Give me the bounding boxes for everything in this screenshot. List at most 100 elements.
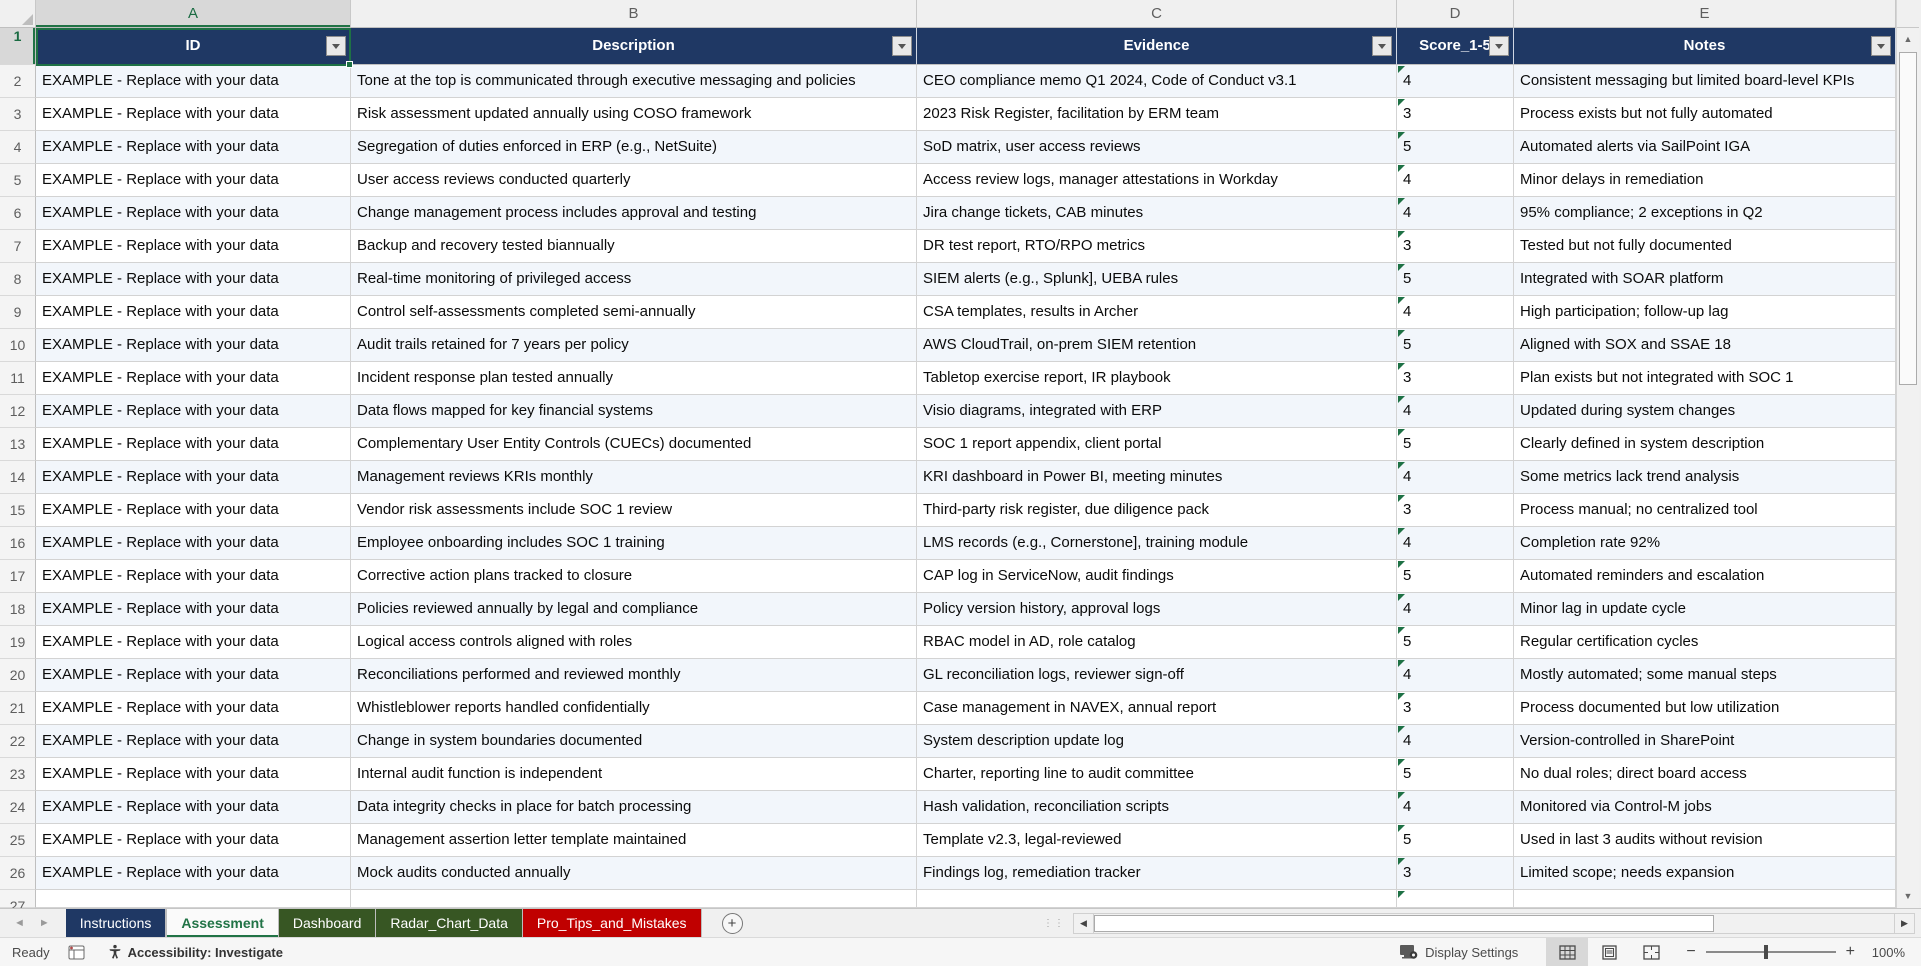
id-cell[interactable]: EXAMPLE - Replace with your data: [36, 560, 351, 593]
evidence-cell[interactable]: Policy version history, approval logs: [917, 593, 1397, 626]
row-header-2[interactable]: 2: [0, 65, 36, 98]
notes-cell[interactable]: Consistent messaging but limited board-l…: [1514, 65, 1896, 98]
evidence-cell[interactable]: KRI dashboard in Power BI, meeting minut…: [917, 461, 1397, 494]
clipped-cell[interactable]: [36, 890, 351, 908]
notes-cell[interactable]: High participation; follow-up lag: [1514, 296, 1896, 329]
score-cell[interactable]: 5: [1397, 824, 1514, 857]
add-sheet-button[interactable]: +: [721, 912, 743, 934]
id-cell[interactable]: EXAMPLE - Replace with your data: [36, 758, 351, 791]
score-cell[interactable]: 3: [1397, 692, 1514, 725]
description-cell[interactable]: Vendor risk assessments include SOC 1 re…: [351, 494, 917, 527]
row-header-12[interactable]: 12: [0, 395, 36, 428]
evidence-cell[interactable]: Jira change tickets, CAB minutes: [917, 197, 1397, 230]
row-header-9[interactable]: 9: [0, 296, 36, 329]
notes-cell[interactable]: Clearly defined in system description: [1514, 428, 1896, 461]
score-cell[interactable]: 3: [1397, 362, 1514, 395]
vertical-scrollbar-thumb[interactable]: [1899, 52, 1917, 385]
notes-cell[interactable]: Regular certification cycles: [1514, 626, 1896, 659]
evidence-cell[interactable]: CSA templates, results in Archer: [917, 296, 1397, 329]
description-cell[interactable]: Complementary User Entity Controls (CUEC…: [351, 428, 917, 461]
evidence-cell[interactable]: Access review logs, manager attestations…: [917, 164, 1397, 197]
row-header-10[interactable]: 10: [0, 329, 36, 362]
filter-dropdown-button[interactable]: [1871, 36, 1891, 56]
clipped-cell[interactable]: [351, 890, 917, 908]
id-cell[interactable]: EXAMPLE - Replace with your data: [36, 395, 351, 428]
sheet-tab-radar_chart_data[interactable]: Radar_Chart_Data: [376, 909, 523, 937]
row-header-3[interactable]: 3: [0, 98, 36, 131]
table-header-cell[interactable]: ID: [36, 28, 351, 65]
evidence-cell[interactable]: LMS records (e.g., Cornerstone], trainin…: [917, 527, 1397, 560]
evidence-cell[interactable]: AWS CloudTrail, on-prem SIEM retention: [917, 329, 1397, 362]
scroll-left-button[interactable]: ◀: [1073, 912, 1094, 934]
description-cell[interactable]: Management reviews KRIs monthly: [351, 461, 917, 494]
id-cell[interactable]: EXAMPLE - Replace with your data: [36, 725, 351, 758]
column-header-B[interactable]: B: [351, 0, 917, 27]
column-header-E[interactable]: E: [1514, 0, 1896, 27]
id-cell[interactable]: EXAMPLE - Replace with your data: [36, 362, 351, 395]
row-header-22[interactable]: 22: [0, 725, 36, 758]
macro-record-icon[interactable]: [68, 945, 85, 960]
row-header-1[interactable]: 1: [0, 28, 36, 65]
id-cell[interactable]: EXAMPLE - Replace with your data: [36, 659, 351, 692]
filter-dropdown-button[interactable]: [892, 36, 912, 56]
score-cell[interactable]: 3: [1397, 494, 1514, 527]
column-header-C[interactable]: C: [917, 0, 1397, 27]
notes-cell[interactable]: Minor delays in remediation: [1514, 164, 1896, 197]
score-cell[interactable]: 5: [1397, 131, 1514, 164]
notes-cell[interactable]: No dual roles; direct board access: [1514, 758, 1896, 791]
notes-cell[interactable]: Completion rate 92%: [1514, 527, 1896, 560]
row-header-8[interactable]: 8: [0, 263, 36, 296]
score-cell[interactable]: 4: [1397, 65, 1514, 98]
sheet-tab-pro_tips_and_mistakes[interactable]: Pro_Tips_and_Mistakes: [522, 909, 702, 937]
id-cell[interactable]: EXAMPLE - Replace with your data: [36, 494, 351, 527]
evidence-cell[interactable]: RBAC model in AD, role catalog: [917, 626, 1397, 659]
evidence-cell[interactable]: SoD matrix, user access reviews: [917, 131, 1397, 164]
score-cell[interactable]: 4: [1397, 164, 1514, 197]
evidence-cell[interactable]: Visio diagrams, integrated with ERP: [917, 395, 1397, 428]
notes-cell[interactable]: Updated during system changes: [1514, 395, 1896, 428]
row-header-6[interactable]: 6: [0, 197, 36, 230]
score-cell[interactable]: 5: [1397, 626, 1514, 659]
row-header-23[interactable]: 23: [0, 758, 36, 791]
normal-view-button[interactable]: [1546, 937, 1589, 966]
zoom-in-button[interactable]: +: [1845, 943, 1855, 960]
description-cell[interactable]: Reconciliations performed and reviewed m…: [351, 659, 917, 692]
score-cell[interactable]: 4: [1397, 725, 1514, 758]
notes-cell[interactable]: Automated reminders and escalation: [1514, 560, 1896, 593]
row-header-27[interactable]: 27: [0, 890, 36, 908]
score-cell[interactable]: 4: [1397, 527, 1514, 560]
description-cell[interactable]: Change management process includes appro…: [351, 197, 917, 230]
description-cell[interactable]: User access reviews conducted quarterly: [351, 164, 917, 197]
description-cell[interactable]: Data flows mapped for key financial syst…: [351, 395, 917, 428]
notes-cell[interactable]: Process exists but not fully automated: [1514, 98, 1896, 131]
description-cell[interactable]: Backup and recovery tested biannually: [351, 230, 917, 263]
id-cell[interactable]: EXAMPLE - Replace with your data: [36, 857, 351, 890]
evidence-cell[interactable]: Findings log, remediation tracker: [917, 857, 1397, 890]
evidence-cell[interactable]: DR test report, RTO/RPO metrics: [917, 230, 1397, 263]
row-header-4[interactable]: 4: [0, 131, 36, 164]
notes-cell[interactable]: Integrated with SOAR platform: [1514, 263, 1896, 296]
description-cell[interactable]: Incident response plan tested annually: [351, 362, 917, 395]
row-header-16[interactable]: 16: [0, 527, 36, 560]
sheet-nav-right-icon[interactable]: ►: [38, 917, 50, 929]
page-break-preview-button[interactable]: [1630, 938, 1672, 966]
description-cell[interactable]: Whistleblower reports handled confidenti…: [351, 692, 917, 725]
description-cell[interactable]: Change in system boundaries documented: [351, 725, 917, 758]
row-header-13[interactable]: 13: [0, 428, 36, 461]
sheet-tab-dashboard[interactable]: Dashboard: [278, 909, 377, 937]
evidence-cell[interactable]: Third-party risk register, due diligence…: [917, 494, 1397, 527]
evidence-cell[interactable]: GL reconciliation logs, reviewer sign-of…: [917, 659, 1397, 692]
description-cell[interactable]: Risk assessment updated annually using C…: [351, 98, 917, 131]
horizontal-scrollbar-thumb[interactable]: [1094, 914, 1714, 932]
table-header-cell[interactable]: Notes: [1514, 28, 1896, 65]
id-cell[interactable]: EXAMPLE - Replace with your data: [36, 98, 351, 131]
clipped-cell[interactable]: [917, 890, 1397, 908]
score-cell[interactable]: 4: [1397, 296, 1514, 329]
description-cell[interactable]: Audit trails retained for 7 years per po…: [351, 329, 917, 362]
accessibility-checker[interactable]: Accessibility: Investigate: [107, 944, 283, 960]
row-header-5[interactable]: 5: [0, 164, 36, 197]
description-cell[interactable]: Corrective action plans tracked to closu…: [351, 560, 917, 593]
id-cell[interactable]: EXAMPLE - Replace with your data: [36, 263, 351, 296]
notes-cell[interactable]: Mostly automated; some manual steps: [1514, 659, 1896, 692]
score-cell[interactable]: 4: [1397, 395, 1514, 428]
